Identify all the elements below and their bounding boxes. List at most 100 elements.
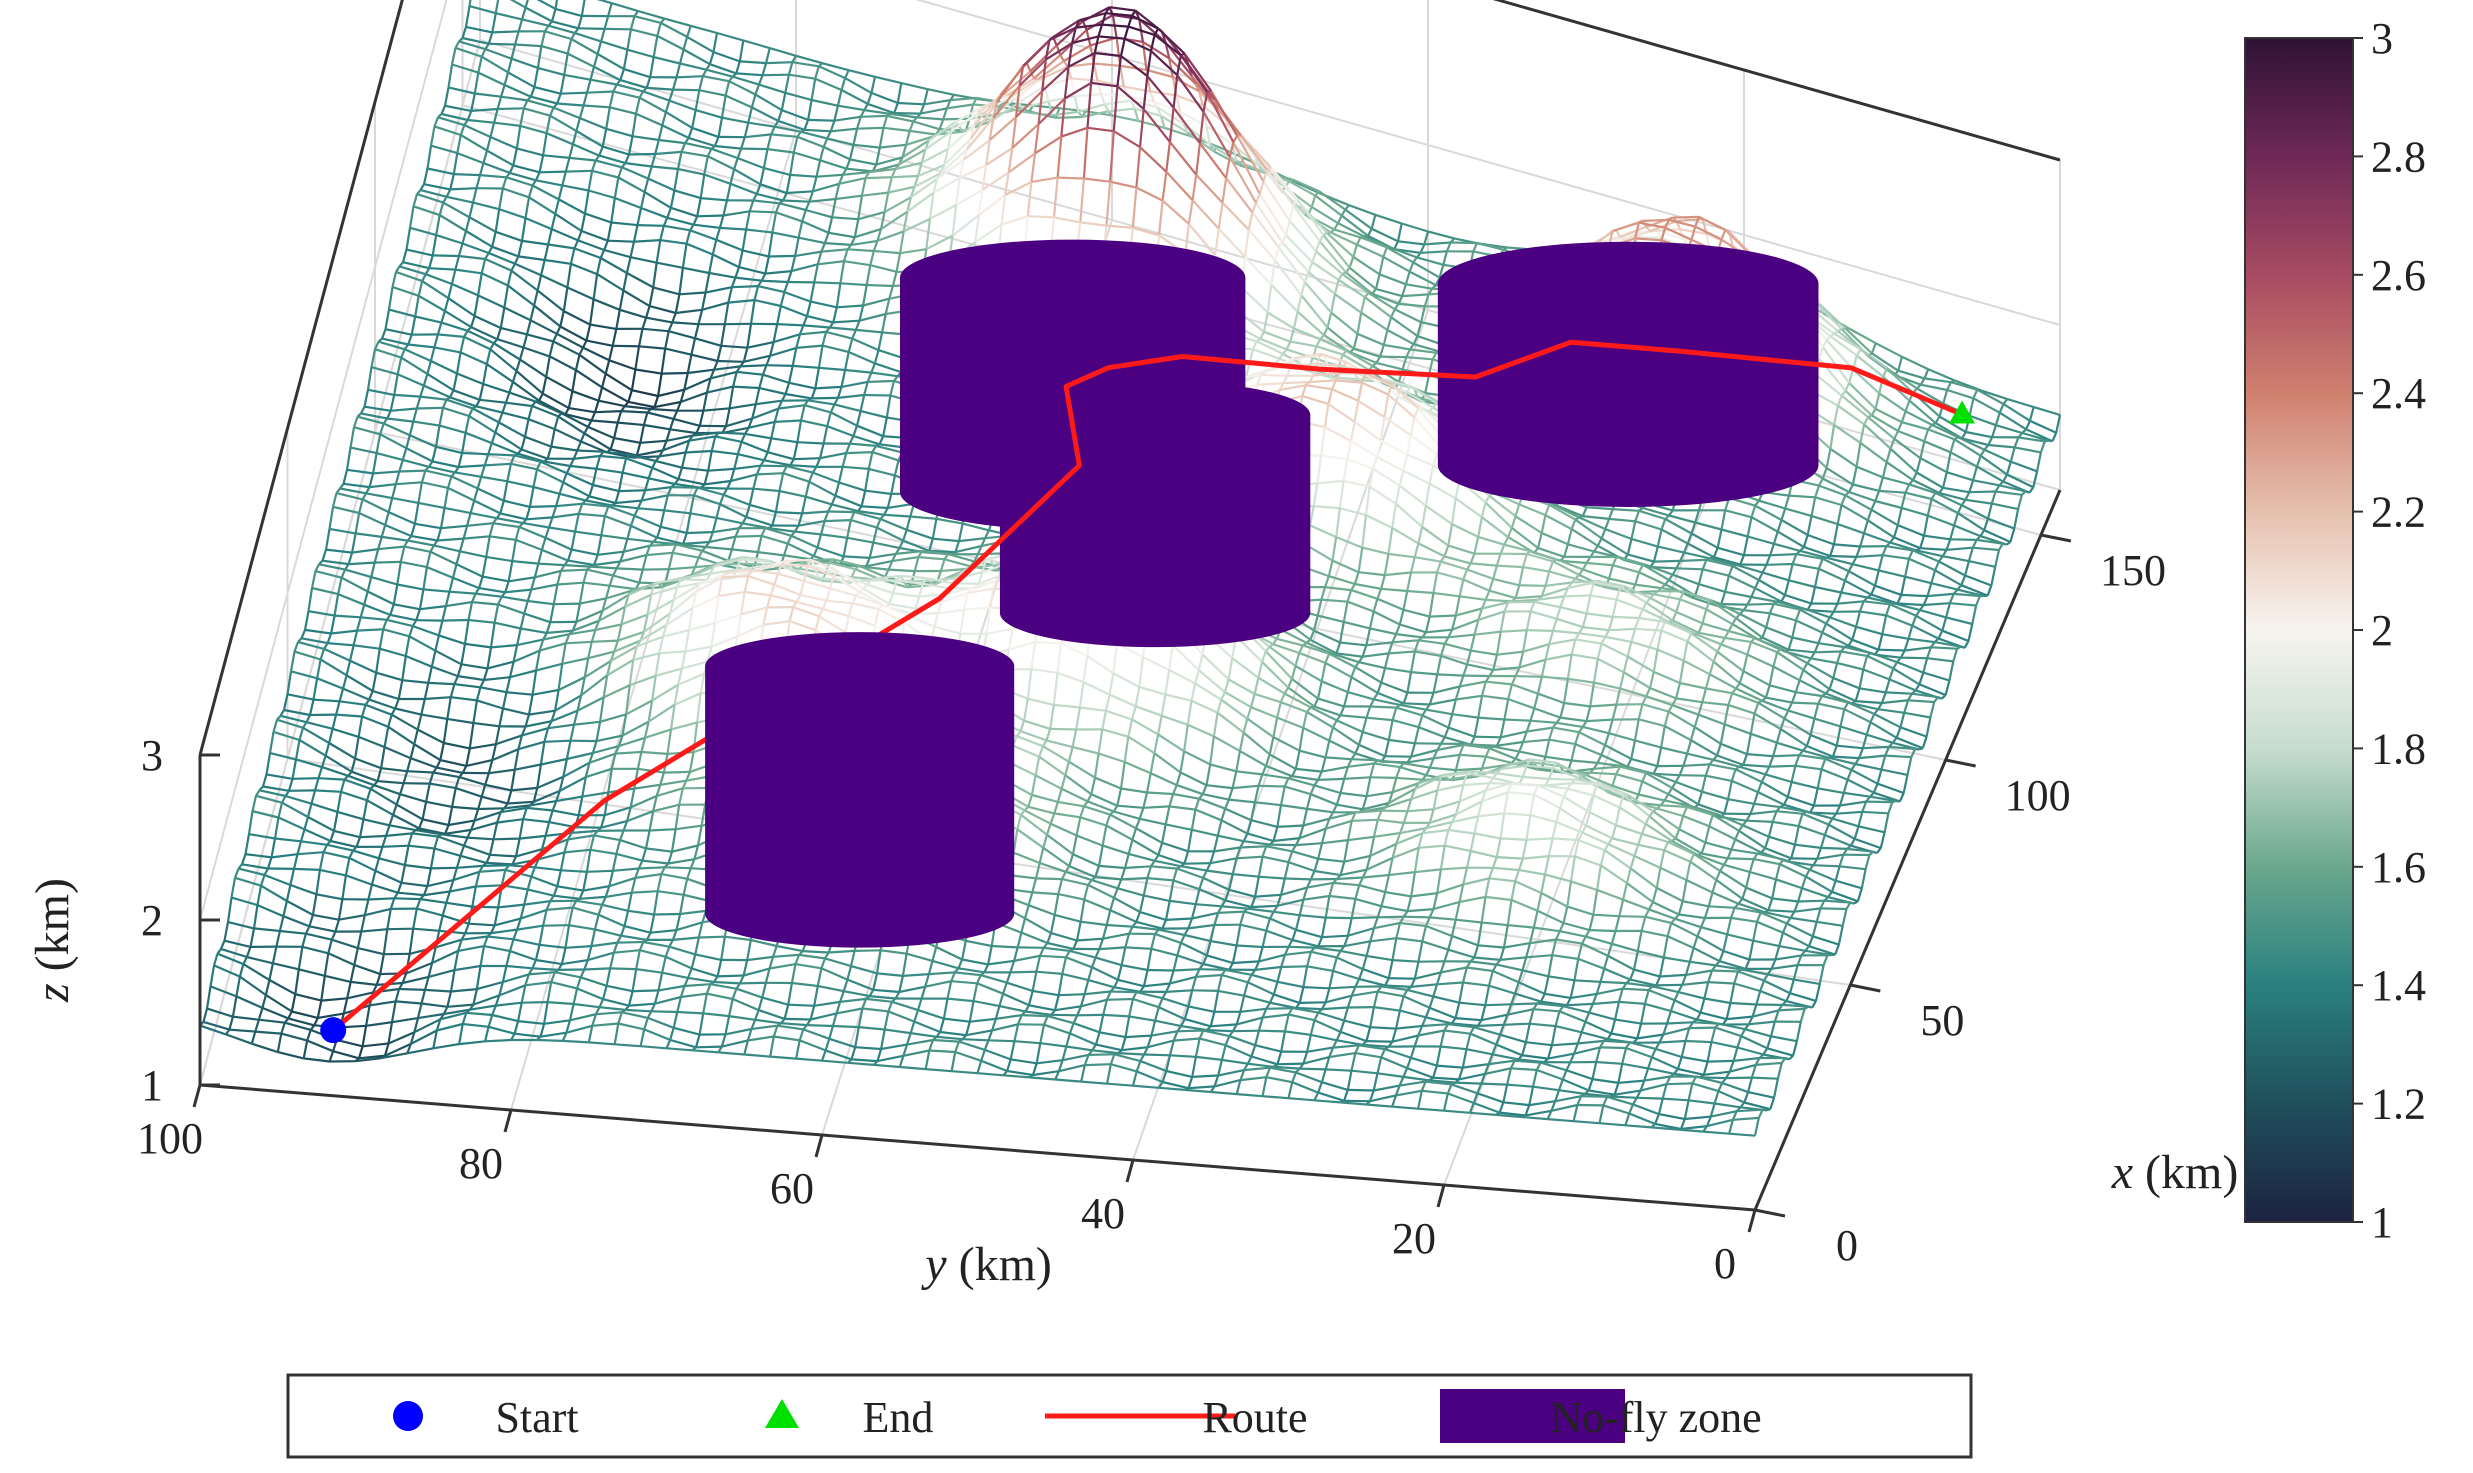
surface-mesh-line <box>1406 572 1413 592</box>
surface-mesh-line <box>2036 452 2042 472</box>
surface-mesh-line <box>781 393 787 402</box>
surface-mesh-line <box>1247 228 1276 262</box>
surface-mesh-line <box>1648 671 1655 689</box>
surface-mesh-line <box>792 364 819 369</box>
surface-mesh-line <box>633 239 661 243</box>
surface-mesh-line <box>704 272 711 293</box>
surface-mesh-line <box>1615 587 1622 600</box>
surface-mesh-line <box>591 160 597 172</box>
surface-mesh-line <box>562 481 590 498</box>
surface-mesh-line <box>468 216 497 233</box>
surface-mesh-line <box>1991 502 2019 511</box>
surface-mesh-line <box>1324 575 1330 588</box>
surface-mesh-line <box>590 411 597 421</box>
surface-mesh-line <box>1918 683 1947 697</box>
surface-mesh-line <box>369 483 396 489</box>
surface-mesh-line <box>790 534 818 549</box>
surface-mesh-line <box>1634 617 1640 630</box>
surface-mesh-line <box>1036 60 1065 81</box>
surface-mesh-line <box>838 481 866 492</box>
surface-mesh-line <box>1209 89 1239 137</box>
surface-mesh-line <box>1235 159 1264 173</box>
surface-mesh-line <box>1908 483 1936 494</box>
surface-mesh-line <box>1720 510 1727 530</box>
surface-mesh-line <box>437 333 465 338</box>
surface-mesh-line <box>557 102 584 107</box>
surface-mesh-line <box>491 442 519 455</box>
surface-mesh-line <box>932 537 960 543</box>
surface-mesh-line <box>540 460 568 475</box>
surface-mesh-line <box>1668 620 1696 635</box>
surface-mesh-line <box>599 249 606 259</box>
surface-mesh-line <box>741 440 769 454</box>
surface-mesh-line <box>462 242 490 255</box>
surface-mesh-line <box>767 148 794 154</box>
surface-mesh-line <box>447 64 454 88</box>
surface-mesh-line <box>1631 537 1659 548</box>
surface-mesh-line <box>1044 39 1051 60</box>
surface-mesh-line <box>836 304 864 309</box>
surface-mesh-line <box>1522 630 1528 652</box>
surface-mesh-line <box>858 211 885 221</box>
surface-mesh-line <box>697 486 724 496</box>
surface-mesh-line <box>976 96 1004 104</box>
surface-mesh-line <box>791 347 798 367</box>
surface-mesh-line <box>1885 448 1892 463</box>
surface-mesh-line <box>1616 598 1644 611</box>
surface-mesh-line <box>1843 701 1850 710</box>
surface-mesh-line <box>1995 490 2023 496</box>
surface-mesh-line <box>1488 494 1517 518</box>
surface-mesh-line <box>2005 541 2012 546</box>
surface-mesh-line <box>1356 243 1384 258</box>
surface-mesh-line <box>1424 616 1431 633</box>
surface-mesh-line <box>1967 547 1974 562</box>
surface-mesh-line <box>515 43 542 48</box>
surface-mesh-line <box>1296 294 1303 312</box>
surface-mesh-line <box>866 372 873 383</box>
surface-mesh-line <box>709 369 716 379</box>
surface-mesh-line <box>996 65 1025 103</box>
surface-mesh-line <box>578 105 585 119</box>
surface-mesh-line <box>1605 635 1632 643</box>
surface-mesh-line <box>678 478 705 486</box>
surface-mesh-line <box>630 256 657 264</box>
surface-mesh-line <box>1004 181 1032 196</box>
surface-mesh-line <box>1414 556 1441 563</box>
surface-mesh-line <box>1033 54 1062 80</box>
surface-mesh-line <box>1889 603 1917 617</box>
surface-mesh-line <box>1836 661 1864 671</box>
surface-mesh-line <box>553 416 560 430</box>
surface-mesh-line <box>1391 526 1419 545</box>
surface-mesh-line <box>1418 639 1445 645</box>
surface-mesh-line <box>1388 552 1415 559</box>
surface-mesh-line <box>1855 546 1862 558</box>
surface-mesh-line <box>749 503 777 514</box>
surface-mesh-line <box>666 486 673 496</box>
surface-mesh-line <box>1840 494 1847 506</box>
surface-mesh-line <box>522 334 529 348</box>
surface-mesh-line <box>1082 127 1089 179</box>
surface-mesh-line <box>860 410 888 419</box>
surface-mesh-line <box>1541 531 1569 546</box>
surface-mesh-line <box>1383 553 1390 576</box>
surface-mesh-line <box>1073 95 1080 113</box>
surface-mesh-line <box>826 425 854 438</box>
surface-mesh-line <box>673 168 680 191</box>
surface-mesh-line <box>1161 199 1190 225</box>
surface-mesh-line <box>500 326 528 336</box>
surface-mesh-line <box>1417 526 1424 544</box>
surface-mesh-line <box>1863 416 1869 425</box>
surface-mesh-line <box>492 30 519 34</box>
surface-mesh-line <box>446 195 474 204</box>
surface-mesh-line <box>1590 594 1617 601</box>
surface-mesh-line <box>619 68 625 81</box>
surface-mesh-line <box>928 538 934 552</box>
surface-mesh-line <box>895 161 922 171</box>
surface-mesh-line <box>1990 491 1997 504</box>
surface-mesh-line <box>528 196 556 215</box>
surface-mesh-line <box>733 157 739 170</box>
surface-mesh-line <box>1604 528 1632 540</box>
surface-mesh-line <box>1399 623 1427 634</box>
surface-mesh-line <box>905 516 912 531</box>
surface-mesh-line <box>1563 678 1569 704</box>
